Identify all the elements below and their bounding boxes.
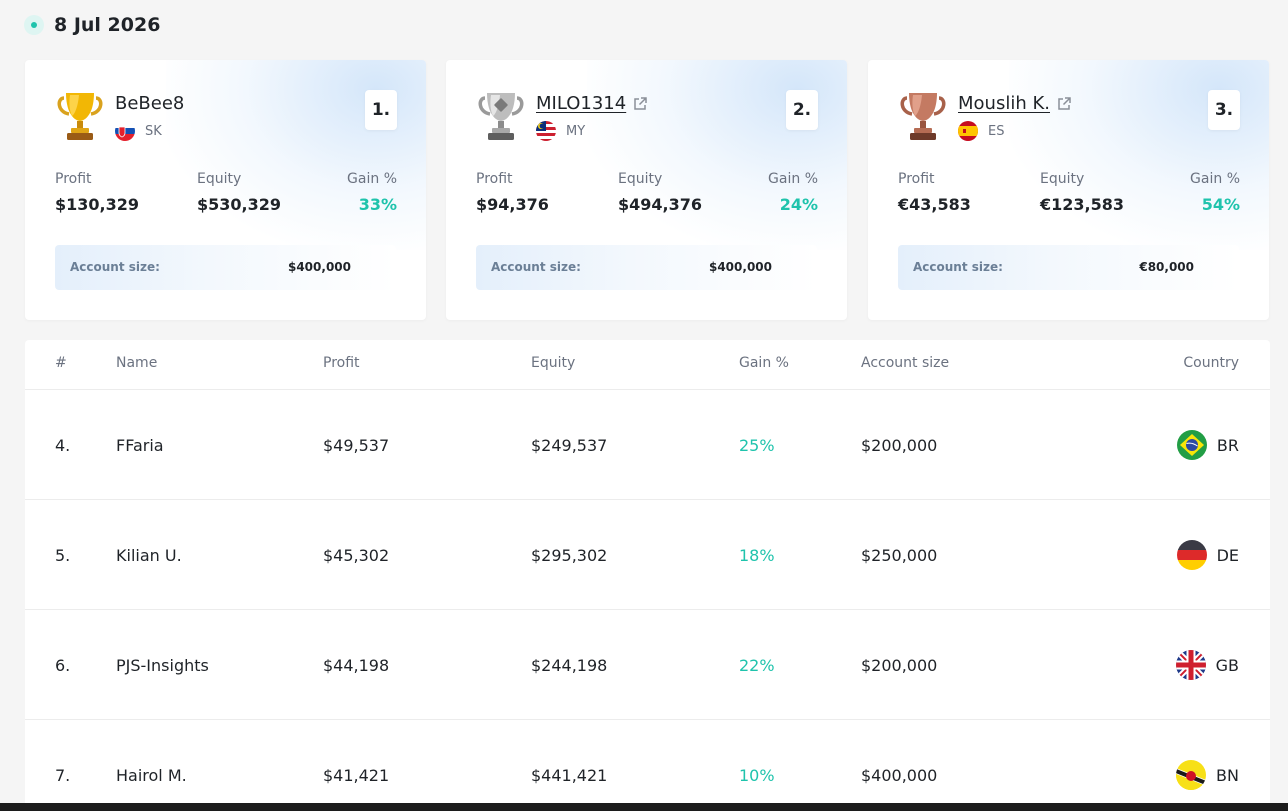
gold-trophy-icon xyxy=(57,93,103,140)
account-size-value: $400,000 xyxy=(287,260,351,274)
account-size-box: Account size: $400,000 xyxy=(55,245,396,290)
row-profit: $44,198 xyxy=(323,656,390,675)
header-equity: Equity xyxy=(531,355,576,371)
header-account-size: Account size xyxy=(861,355,950,371)
equity-value: $494,376 xyxy=(618,195,703,214)
top-card-1: BeBee8 SK 1. Profit Equity Gain % $130,3… xyxy=(25,60,426,320)
profit-label: Profit xyxy=(55,171,92,187)
row-equity: $249,537 xyxy=(531,436,608,455)
gain-value: 24% xyxy=(779,195,818,214)
top-card-3: Mouslih K. ES 3. Profit Equity Gain % €4… xyxy=(868,60,1269,320)
row-profit: $41,421 xyxy=(323,766,390,785)
gain-label: Gain % xyxy=(347,171,397,187)
status-dot-icon xyxy=(24,15,44,35)
spain-flag-icon xyxy=(958,121,978,141)
silver-trophy-icon xyxy=(478,93,524,140)
taskbar-strip xyxy=(0,803,1288,811)
row-profit: $45,302 xyxy=(323,546,390,565)
table-header: # Name Profit Equity Gain % Account size… xyxy=(25,340,1270,390)
player-country: MY xyxy=(536,121,585,141)
row-equity: $295,302 xyxy=(531,546,608,565)
gain-value: 33% xyxy=(358,195,397,214)
top-card-2: MILO1314 MY 2. Profit Equity Gain % $94,… xyxy=(446,60,847,320)
row-gain: 22% xyxy=(739,656,775,675)
row-account-size: $400,000 xyxy=(861,766,938,785)
account-size-value: $400,000 xyxy=(708,260,772,274)
row-rank: 7. xyxy=(55,766,71,785)
row-account-size: $250,000 xyxy=(861,546,938,565)
row-rank: 5. xyxy=(55,546,71,565)
player-country: SK xyxy=(115,121,162,141)
table-row: 5. Kilian U. $45,302 $295,302 18% $250,0… xyxy=(25,500,1270,610)
row-country: BR xyxy=(1176,430,1239,460)
slovakia-flag-icon xyxy=(115,121,135,141)
profit-value: $130,329 xyxy=(55,195,140,214)
date-header: 8 Jul 2026 xyxy=(24,12,160,38)
header-profit: Profit xyxy=(323,355,360,371)
row-name: Hairol M. xyxy=(116,766,187,785)
external-link-icon[interactable] xyxy=(632,96,648,112)
gain-label: Gain % xyxy=(1190,171,1240,187)
header-country: Country xyxy=(1183,355,1239,371)
profit-value: €43,583 xyxy=(898,195,971,214)
row-rank: 4. xyxy=(55,436,71,455)
row-country: BN xyxy=(1176,760,1239,790)
row-gain: 25% xyxy=(739,436,775,455)
equity-value: €123,583 xyxy=(1040,195,1125,214)
table-row: 4. FFaria $49,537 $249,537 25% $200,000 … xyxy=(25,390,1270,500)
equity-label: Equity xyxy=(618,171,663,187)
row-equity: $244,198 xyxy=(531,656,608,675)
row-country: DE xyxy=(1176,540,1239,570)
row-equity: $441,421 xyxy=(531,766,608,785)
account-size-box: Account size: $400,000 xyxy=(476,245,817,290)
external-link-icon[interactable] xyxy=(1056,96,1072,112)
account-size-label: Account size: xyxy=(491,260,581,274)
top-three-cards: BeBee8 SK 1. Profit Equity Gain % $130,3… xyxy=(25,60,1270,320)
row-name: PJS-Insights xyxy=(116,656,209,675)
row-rank: 6. xyxy=(55,656,71,675)
bronze-trophy-icon xyxy=(900,93,946,140)
leaderboard-table: # Name Profit Equity Gain % Account size… xyxy=(25,340,1270,811)
equity-label: Equity xyxy=(1040,171,1085,187)
rank-badge: 3. xyxy=(1208,90,1240,130)
profit-label: Profit xyxy=(476,171,513,187)
player-country: ES xyxy=(958,121,1004,141)
account-size-value: €80,000 xyxy=(1139,260,1194,274)
leaderboard-date: 8 Jul 2026 xyxy=(54,14,161,36)
row-country: GB xyxy=(1175,650,1239,680)
header-gain: Gain % xyxy=(739,355,789,371)
account-size-label: Account size: xyxy=(70,260,160,274)
row-gain: 18% xyxy=(739,546,775,565)
equity-value: $530,329 xyxy=(197,195,282,214)
row-profit: $49,537 xyxy=(323,436,390,455)
gain-value: 54% xyxy=(1201,195,1240,214)
rank-badge: 2. xyxy=(786,90,818,130)
player-name[interactable]: BeBee8 xyxy=(115,93,185,114)
gain-label: Gain % xyxy=(768,171,818,187)
account-size-box: Account size: €80,000 xyxy=(898,245,1239,290)
table-row: 6. PJS-Insights $44,198 $244,198 22% $20… xyxy=(25,610,1270,720)
header-name: Name xyxy=(116,355,158,371)
player-name-link[interactable]: Mouslih K. xyxy=(958,93,1072,114)
malaysia-flag-icon xyxy=(536,121,556,141)
profit-label: Profit xyxy=(898,171,935,187)
header-rank: # xyxy=(55,355,67,371)
brunei-flag-icon xyxy=(1176,760,1207,790)
united-kingdom-flag-icon xyxy=(1175,650,1206,680)
account-size-label: Account size: xyxy=(913,260,1003,274)
row-account-size: $200,000 xyxy=(861,436,938,455)
brazil-flag-icon xyxy=(1176,430,1207,460)
row-account-size: $200,000 xyxy=(861,656,938,675)
rank-badge: 1. xyxy=(365,90,397,130)
row-gain: 10% xyxy=(739,766,775,785)
row-name: FFaria xyxy=(116,436,164,455)
table-row: 7. Hairol M. $41,421 $441,421 10% $400,0… xyxy=(25,720,1270,811)
germany-flag-icon xyxy=(1176,540,1207,570)
row-name: Kilian U. xyxy=(116,546,182,565)
profit-value: $94,376 xyxy=(476,195,549,214)
equity-label: Equity xyxy=(197,171,242,187)
player-name-link[interactable]: MILO1314 xyxy=(536,93,648,114)
